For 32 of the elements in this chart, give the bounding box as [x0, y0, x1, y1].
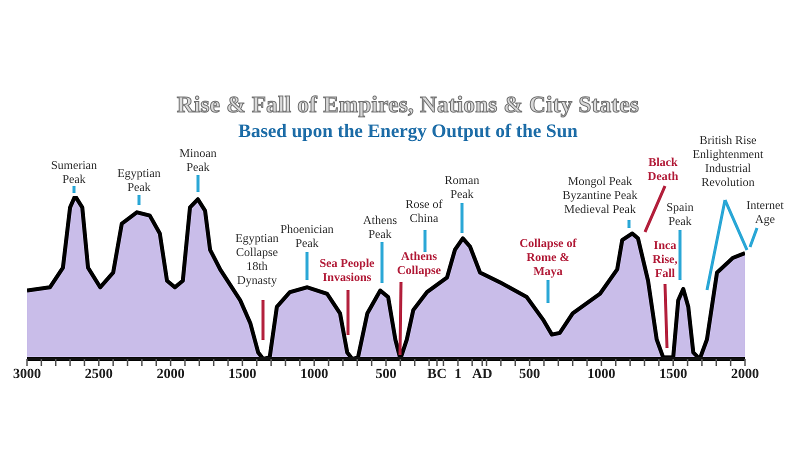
text: Internet Age [746, 198, 784, 226]
annotation: Sea People Invasions [320, 256, 376, 284]
annotation: Collapse of Rome & Maya [520, 236, 578, 278]
x-tick-label: 2500 [84, 366, 113, 382]
annotation: Egyptian Collapse 18th Dynasty [235, 231, 279, 287]
text: Sumerian Peak [51, 158, 97, 186]
text: Black Death [648, 155, 679, 183]
text: Minoan Peak [179, 146, 217, 174]
chart-title: Rise & Fall of Empires, Nations & City States [176, 92, 640, 118]
text: Egyptian Peak [117, 166, 161, 194]
text: British Rise Enlightenment Industrial Revolution [692, 133, 764, 189]
x-tick-label: AD [472, 366, 492, 382]
annotation: Rose of China [406, 197, 442, 225]
x-tick-label: 2000 [156, 366, 185, 382]
x-tick-label: 1500 [659, 366, 688, 382]
x-tick-label: 2000 [731, 366, 759, 382]
x-tick-label: 1000 [300, 366, 328, 382]
x-tick-label: 500 [376, 366, 396, 382]
x-tick-label: 500 [519, 366, 540, 382]
annotation: Mongol Peak Byzantine Peak Medieval Peak [562, 174, 638, 216]
annotation: Spain Peak [666, 200, 694, 228]
annotation: Phoenician Peak [280, 222, 334, 250]
annotation: Inca Rise, Fall [652, 238, 678, 280]
x-tick-label: BC [427, 366, 447, 382]
annotation: Athens Peak [363, 213, 398, 241]
annotation: Athens Collapse [396, 249, 442, 277]
x-tick-label: 3000 [13, 366, 41, 382]
x-tick-label: 1500 [228, 366, 256, 382]
x-tick-label: 1000 [587, 366, 616, 382]
x-tick-label: 1 [454, 366, 462, 382]
chart-subtitle: Based upon the Energy Output of the Sun [238, 121, 578, 142]
annotation: Roman Peak [444, 173, 480, 201]
